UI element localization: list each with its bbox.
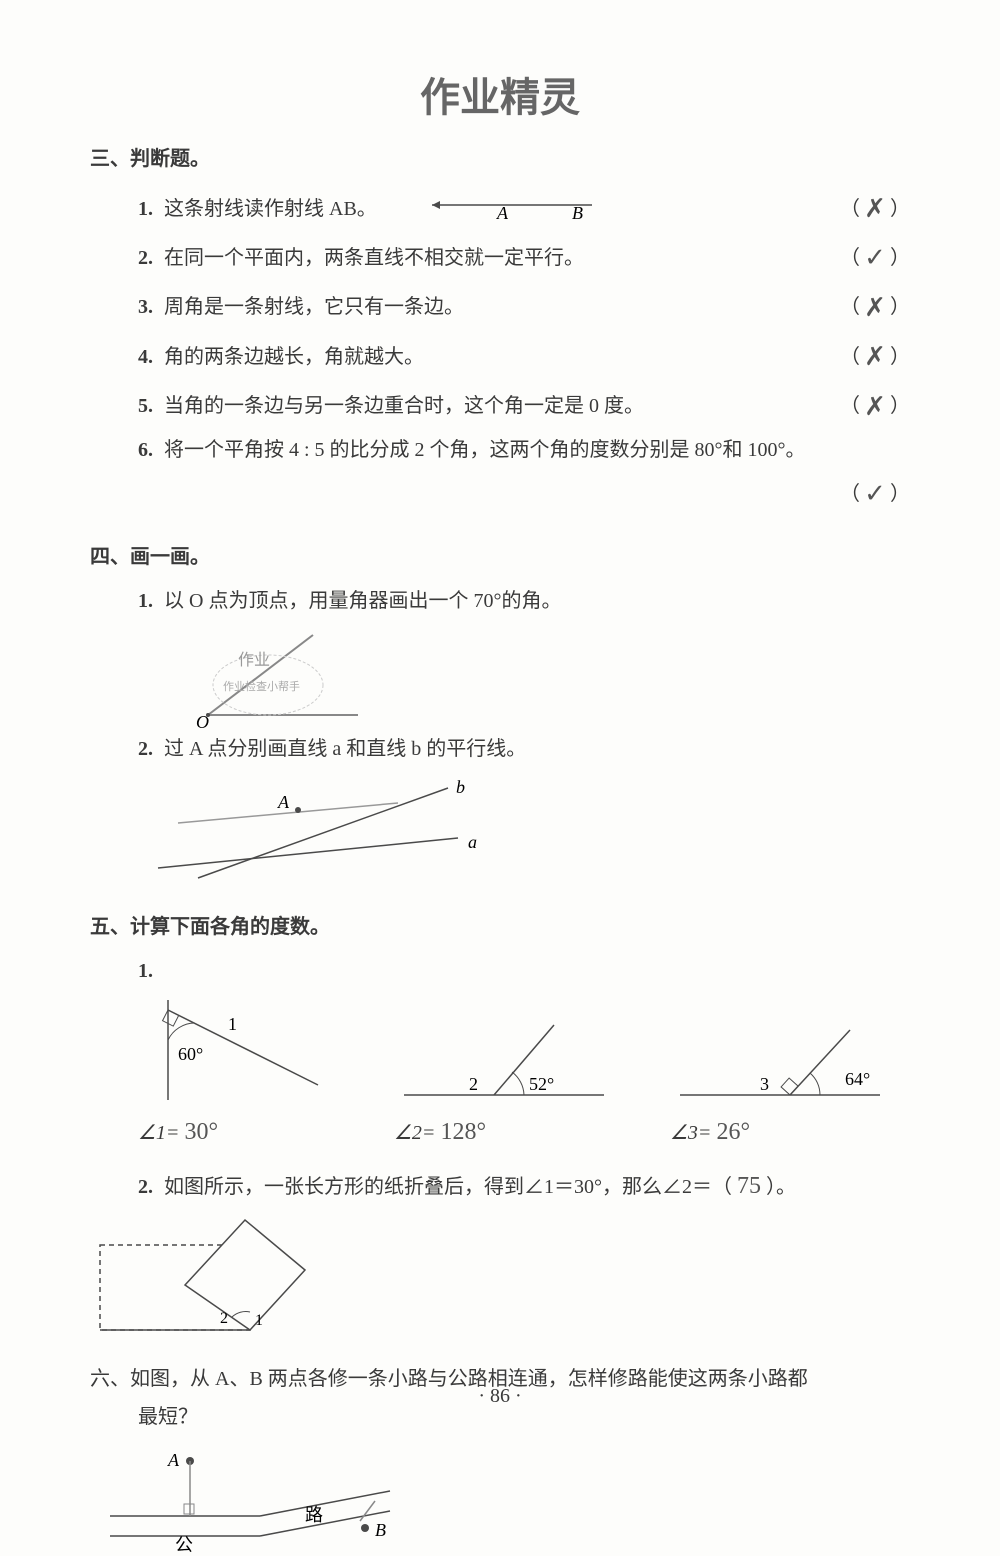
svg-text:B: B bbox=[375, 1520, 386, 1540]
s3-q5: 5. 当角的一条边与另一条边重合时，这个角一定是 0 度。 （✗） bbox=[90, 382, 910, 431]
qnum: 1. bbox=[138, 952, 164, 990]
svg-text:B: B bbox=[572, 203, 583, 223]
svg-text:64°: 64° bbox=[845, 1069, 870, 1089]
svg-text:作业检查小帮手: 作业检查小帮手 bbox=[223, 679, 300, 693]
s5-q1: 1. bbox=[90, 952, 910, 990]
qnum: 5. bbox=[138, 387, 164, 425]
s4-q2: 2. 过 A 点分别画直线 a 和直线 b 的平行线。 bbox=[90, 730, 910, 768]
qnum: 2. bbox=[138, 1168, 164, 1206]
road-icon: A B 公 路 bbox=[90, 1446, 410, 1556]
page-number: · 86 · bbox=[478, 1377, 521, 1415]
svg-text:a: a bbox=[468, 832, 477, 852]
paren: （✓） bbox=[840, 469, 910, 518]
s3-q3: 3. 周角是一条射线，它只有一条边。 （✗） bbox=[90, 283, 910, 332]
svg-text:2: 2 bbox=[220, 1310, 228, 1327]
section5-title: 五、计算下面各角的度数。 bbox=[90, 908, 910, 946]
qnum: 1. bbox=[138, 190, 164, 228]
svg-text:路: 路 bbox=[305, 1505, 323, 1525]
fig3: 64° 3 ∠3= 26° bbox=[670, 1010, 890, 1156]
paren: （✗） bbox=[840, 332, 910, 381]
s6-fig: A B 公 路 bbox=[90, 1446, 910, 1556]
ans: 26° bbox=[716, 1119, 750, 1145]
svg-text:b: b bbox=[456, 777, 465, 797]
svg-text:1: 1 bbox=[255, 1312, 263, 1329]
qtxt: 这条射线读作射线 AB。 bbox=[164, 198, 377, 220]
mark: ✗ bbox=[860, 382, 890, 431]
fig2: 52° 2 ∠2= 128° bbox=[394, 1010, 614, 1156]
qnum: 2. bbox=[138, 239, 164, 277]
s3-q6: 6. 将一个平角按 4 : 5 的比分成 2 个角，这两个角的度数分别是 80°… bbox=[90, 431, 910, 469]
svg-text:作业: 作业 bbox=[238, 651, 270, 669]
s3-q2: 2. 在同一个平面内，两条直线不相交就一定平行。 （✓） bbox=[90, 233, 910, 282]
paren: （✓） bbox=[840, 233, 910, 282]
qtext: 将一个平角按 4 : 5 的比分成 2 个角，这两个角的度数分别是 80°和 1… bbox=[164, 431, 910, 469]
angle-fig3-icon: 64° 3 bbox=[670, 1010, 890, 1110]
s3-q1: 1. 这条射线读作射线 AB。 A B （✗） bbox=[90, 184, 910, 233]
svg-text:60°: 60° bbox=[178, 1044, 203, 1064]
angle-fig1-icon: 60° 1 bbox=[138, 990, 338, 1110]
svg-text:1: 1 bbox=[228, 1014, 237, 1034]
fold-rect-icon: 1 2 bbox=[90, 1210, 310, 1340]
s3-q4: 4. 角的两条边越长，角就越大。 （✗） bbox=[90, 332, 910, 381]
svg-text:A: A bbox=[496, 203, 509, 223]
qtext: 在同一个平面内，两条直线不相交就一定平行。 bbox=[164, 239, 840, 277]
svg-text:A: A bbox=[167, 1450, 180, 1470]
svg-text:52°: 52° bbox=[529, 1074, 554, 1094]
s4-q1-fig: 作业 作业检查小帮手 O bbox=[90, 620, 910, 730]
qtext: 如图所示，一张长方形的纸折叠后，得到∠1＝30°，那么∠2＝（ 75 ）。 bbox=[164, 1164, 910, 1210]
paren: （✗） bbox=[840, 283, 910, 332]
ans: 128° bbox=[440, 1119, 486, 1145]
s4-q2-fig: A a b bbox=[90, 768, 910, 888]
parallel-lines-icon: A a b bbox=[138, 768, 498, 888]
qtext: 周角是一条射线，它只有一条边。 bbox=[164, 288, 840, 326]
qnum: 3. bbox=[138, 288, 164, 326]
qnum: 2. bbox=[138, 730, 164, 768]
paren: （✗） bbox=[840, 184, 910, 233]
ans: 30° bbox=[184, 1119, 218, 1145]
qtext: 以 O 点为顶点，用量角器画出一个 70°的角。 bbox=[164, 582, 910, 620]
mark: ✗ bbox=[860, 283, 890, 332]
qtext: 过 A 点分别画直线 a 和直线 b 的平行线。 bbox=[164, 730, 910, 768]
s5-q1-figs: 60° 1 ∠1= 30° 52° 2 ∠2= 128° 64° 3 bbox=[90, 990, 910, 1156]
t: 如图所示，一张长方形的纸折叠后，得到∠1＝30°，那么∠2＝（ bbox=[164, 1176, 732, 1198]
qtext: 这条射线读作射线 AB。 A B bbox=[164, 190, 840, 228]
section3-title: 三、判断题。 bbox=[90, 140, 910, 178]
ans-label: ∠1= bbox=[138, 1122, 179, 1144]
svg-text:公: 公 bbox=[175, 1535, 193, 1555]
s3-q6-mark: （✓） bbox=[90, 469, 910, 518]
qnum: 1. bbox=[138, 582, 164, 620]
mark: ✓ bbox=[860, 233, 890, 282]
fig1: 60° 1 ∠1= 30° bbox=[138, 990, 338, 1156]
mark: ✗ bbox=[860, 184, 890, 233]
section4-title: 四、画一画。 bbox=[90, 538, 910, 576]
angle-70-icon: 作业 作业检查小帮手 O bbox=[138, 620, 398, 730]
paren: （✗） bbox=[840, 382, 910, 431]
ans: 75 bbox=[737, 1173, 761, 1199]
mark: ✓ bbox=[860, 469, 890, 518]
qnum: 6. bbox=[138, 431, 164, 469]
ans-label: ∠3= bbox=[670, 1122, 711, 1144]
s4-q1: 1. 以 O 点为顶点，用量角器画出一个 70°的角。 bbox=[90, 582, 910, 620]
angle-fig2-icon: 52° 2 bbox=[394, 1010, 614, 1110]
svg-text:3: 3 bbox=[760, 1074, 769, 1094]
svg-text:2: 2 bbox=[469, 1074, 478, 1094]
qtext: 角的两条边越长，角就越大。 bbox=[164, 338, 840, 376]
qnum: 4. bbox=[138, 338, 164, 376]
qtext: 当角的一条边与另一条边重合时，这个角一定是 0 度。 bbox=[164, 387, 840, 425]
svg-text:A: A bbox=[277, 792, 290, 812]
watermark-top: 作业精灵 bbox=[420, 60, 580, 136]
t2: ）。 bbox=[766, 1176, 796, 1198]
ans-label: ∠2= bbox=[394, 1122, 435, 1144]
mark: ✗ bbox=[860, 332, 890, 381]
s5-q2-fig: 1 2 bbox=[90, 1210, 910, 1340]
s6-line1: 六、如图，从 A、B 两点各修一条小路与公路相连通，怎样修路能使这两条小路都 bbox=[90, 1368, 808, 1390]
ray-ab-icon: A B bbox=[422, 197, 602, 223]
s5-q2: 2. 如图所示，一张长方形的纸折叠后，得到∠1＝30°，那么∠2＝（ 75 ）。 bbox=[90, 1164, 910, 1210]
